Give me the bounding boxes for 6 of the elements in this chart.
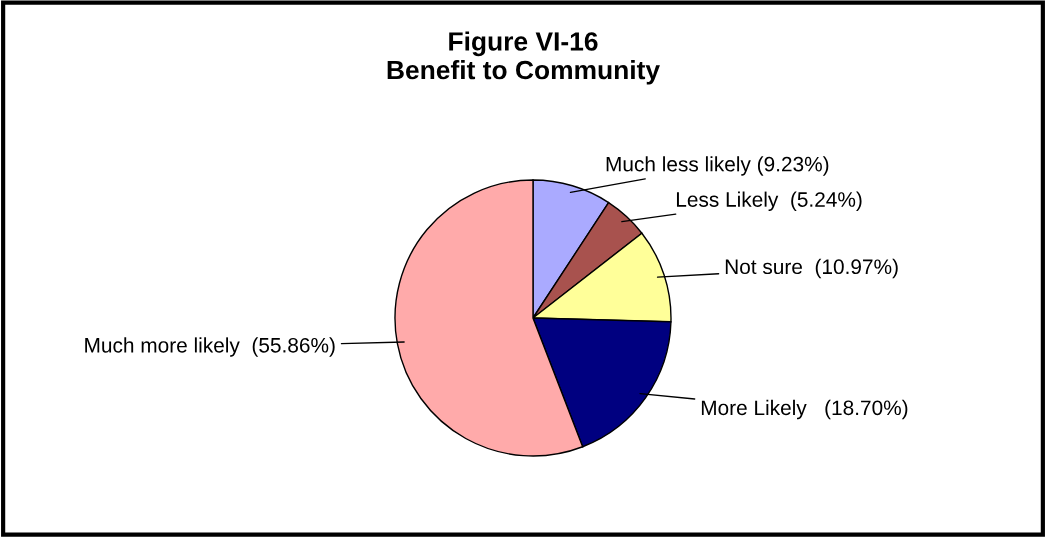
slice-label: Much less likely (9.23%)	[606, 156, 829, 176]
slice-label: Not sure (10.97%)	[725, 258, 898, 279]
slice-label: Less Likely (5.24%)	[676, 191, 862, 211]
chart-title: Figure VI-16 Benefit to Community	[387, 31, 660, 85]
slice-label: More Likely (18.70%)	[701, 399, 908, 420]
slice-label: Much more likely (55.86%)	[85, 337, 335, 357]
